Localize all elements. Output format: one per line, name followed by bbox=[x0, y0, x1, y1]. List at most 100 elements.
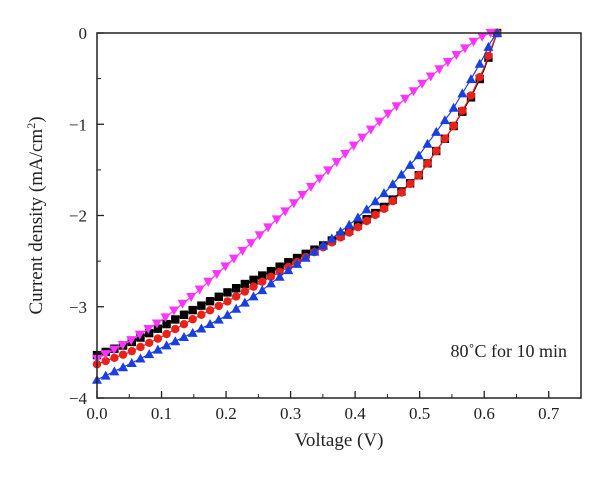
y-tick-label: −4 bbox=[69, 389, 88, 408]
data-point bbox=[413, 150, 424, 160]
data-point bbox=[205, 306, 215, 315]
data-point bbox=[169, 306, 180, 316]
data-point bbox=[179, 319, 189, 329]
data-point bbox=[239, 297, 250, 307]
data-point bbox=[431, 126, 442, 136]
data-point bbox=[257, 285, 268, 295]
data-point bbox=[274, 271, 285, 281]
data-point bbox=[422, 138, 433, 148]
data-point bbox=[153, 334, 163, 343]
data-point bbox=[457, 88, 468, 98]
y-axis-title: Current density (mA/cm2) bbox=[24, 116, 47, 314]
data-point bbox=[353, 223, 363, 232]
y-tick-label: −1 bbox=[69, 115, 87, 134]
data-point bbox=[283, 265, 294, 275]
x-tick-label: 0.0 bbox=[86, 404, 107, 423]
data-point bbox=[196, 323, 207, 333]
data-point bbox=[134, 330, 145, 340]
data-point bbox=[459, 44, 470, 54]
data-point bbox=[197, 310, 206, 319]
data-point bbox=[379, 204, 389, 213]
data-point bbox=[110, 353, 119, 363]
data-point bbox=[100, 370, 111, 380]
data-point bbox=[151, 319, 162, 329]
x-tick-label: 0.2 bbox=[215, 404, 236, 423]
data-point bbox=[326, 233, 337, 243]
data-point bbox=[231, 284, 241, 293]
data-point bbox=[249, 275, 258, 285]
data-point bbox=[203, 277, 214, 287]
data-point bbox=[254, 231, 265, 241]
data-point bbox=[340, 149, 351, 159]
data-point bbox=[314, 174, 325, 184]
data-point bbox=[434, 65, 445, 75]
data-point bbox=[448, 102, 459, 112]
data-point bbox=[387, 179, 398, 189]
data-point bbox=[280, 207, 291, 217]
data-point bbox=[237, 246, 248, 256]
series-line bbox=[96, 32, 491, 360]
data-point bbox=[335, 226, 346, 236]
data-point bbox=[275, 262, 284, 271]
data-point bbox=[439, 115, 450, 125]
data-point bbox=[240, 279, 250, 289]
data-point bbox=[451, 51, 462, 61]
data-point bbox=[408, 87, 419, 97]
x-tick-label: 0.4 bbox=[345, 404, 367, 423]
data-point bbox=[205, 297, 215, 306]
annotation-label: 80˚C for 10 min bbox=[451, 341, 568, 361]
data-point bbox=[160, 313, 171, 323]
y-axis-title-sup: 2 bbox=[24, 123, 38, 129]
data-point bbox=[483, 41, 494, 51]
data-point bbox=[246, 239, 257, 249]
data-point bbox=[118, 350, 128, 359]
data-point bbox=[396, 169, 407, 179]
data-point bbox=[136, 342, 145, 352]
data-point bbox=[474, 58, 485, 68]
data-point bbox=[405, 179, 415, 189]
data-point bbox=[126, 357, 137, 367]
data-point bbox=[362, 216, 371, 226]
series-2 bbox=[92, 28, 502, 369]
y-tick-label: −3 bbox=[69, 298, 87, 317]
data-point bbox=[213, 314, 224, 324]
series-3 bbox=[92, 28, 503, 384]
data-point bbox=[405, 159, 416, 169]
data-point bbox=[477, 32, 488, 42]
data-point bbox=[318, 240, 329, 250]
data-point bbox=[144, 328, 154, 338]
data-point bbox=[223, 288, 232, 297]
data-point bbox=[484, 51, 493, 60]
data-point bbox=[361, 204, 372, 214]
data-point bbox=[391, 102, 402, 112]
data-point bbox=[249, 282, 258, 291]
data-point bbox=[127, 346, 136, 356]
data-point bbox=[126, 336, 137, 346]
data-point bbox=[475, 72, 484, 82]
data-point bbox=[397, 188, 406, 197]
data-point bbox=[100, 350, 111, 360]
data-point bbox=[171, 324, 180, 334]
data-point bbox=[449, 121, 458, 131]
data-point bbox=[440, 134, 450, 143]
x-tick-label: 0.1 bbox=[151, 404, 172, 423]
data-point bbox=[466, 74, 477, 84]
plot-marks bbox=[92, 28, 503, 384]
data-point bbox=[214, 301, 223, 311]
data-point bbox=[186, 292, 197, 302]
data-point bbox=[214, 292, 223, 301]
data-point bbox=[109, 366, 120, 376]
data-point bbox=[265, 278, 276, 288]
data-point bbox=[197, 301, 206, 310]
data-point bbox=[162, 329, 171, 339]
data-point bbox=[228, 254, 239, 264]
x-tick-label: 0.6 bbox=[474, 404, 495, 423]
data-point bbox=[220, 262, 231, 272]
data-point bbox=[357, 133, 368, 143]
x-tick-label: 0.7 bbox=[538, 404, 560, 423]
data-point bbox=[231, 292, 241, 301]
series-1 bbox=[92, 28, 502, 360]
data-point bbox=[352, 212, 363, 222]
data-point bbox=[382, 109, 393, 119]
x-tick-label: 0.5 bbox=[409, 404, 430, 423]
